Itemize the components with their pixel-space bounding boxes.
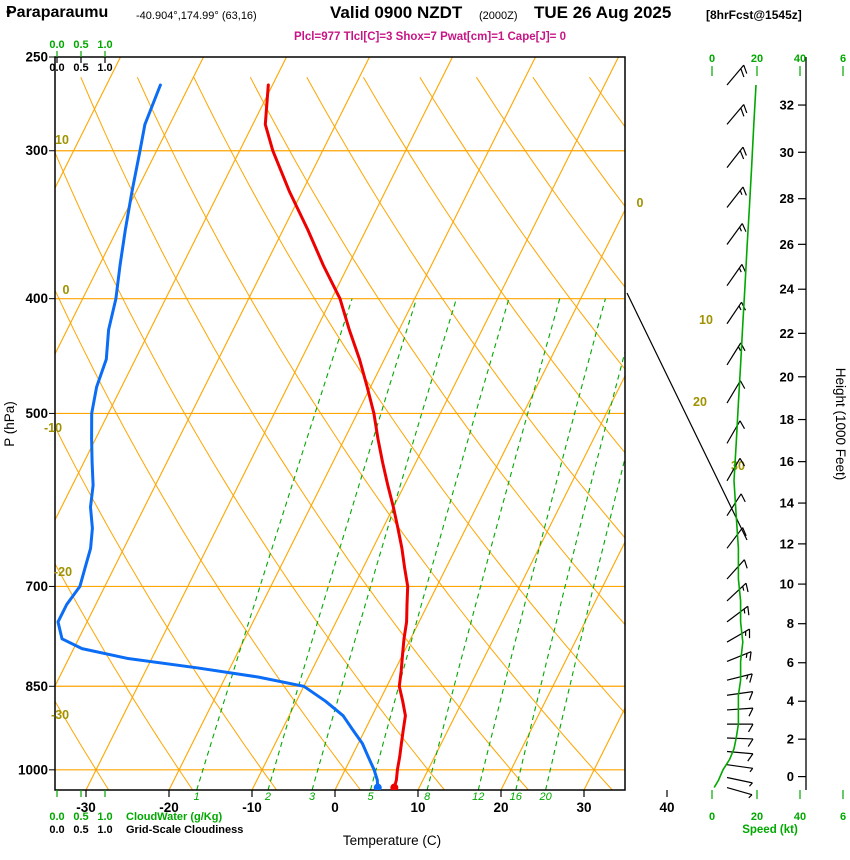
svg-text:0: 0 [637,196,644,210]
svg-text:Height (1000 Feet): Height (1000 Feet) [833,368,848,481]
svg-text:1: 1 [194,791,200,803]
svg-text:CloudWater (g/Kg): CloudWater (g/Kg) [126,811,222,823]
svg-text:8: 8 [424,791,431,803]
svg-text:500: 500 [25,406,48,421]
station-coordinates: -40.904°,174.99° (63,16) [136,10,257,22]
station-bullet: • [6,4,12,21]
svg-text:-20: -20 [54,565,72,579]
svg-text:0: 0 [709,811,715,823]
temperature-curve [263,83,410,790]
svg-text:0: 0 [63,283,70,297]
svg-text:400: 400 [25,291,48,306]
svg-text:0.5: 0.5 [73,39,88,51]
wind-speed-curve [713,84,757,788]
svg-text:1000: 1000 [18,762,48,777]
svg-text:40: 40 [794,53,806,65]
svg-text:22: 22 [780,326,794,341]
svg-text:20: 20 [539,791,553,803]
svg-text:2: 2 [787,732,794,747]
svg-text:10: 10 [780,577,794,592]
svg-text:30: 30 [576,800,591,815]
svg-text:40: 40 [659,800,674,815]
valid-time: Valid 0900 NZDT [330,3,463,22]
svg-text:4: 4 [787,694,795,709]
svg-text:6: 6 [840,811,846,823]
svg-text:0.0: 0.0 [49,811,64,823]
forecast-tag: [8hrFcst@1545z] [706,8,802,22]
svg-text:6: 6 [787,655,794,670]
valid-date: TUE 26 Aug 2025 [534,3,672,22]
svg-text:-10: -10 [44,421,62,435]
svg-text:0.5: 0.5 [73,811,88,823]
svg-text:16: 16 [510,791,523,803]
wind-barbs [726,64,754,799]
svg-text:20: 20 [780,369,794,384]
svg-text:18: 18 [780,412,794,427]
svg-text:-30: -30 [76,800,96,815]
svg-text:16: 16 [780,454,794,469]
svg-text:28: 28 [780,191,794,206]
svg-text:1.0: 1.0 [97,39,112,51]
valid-time-utc: (2000Z) [479,10,518,22]
svg-text:0.0: 0.0 [49,62,64,74]
svg-text:0: 0 [709,53,715,65]
svg-text:10: 10 [699,313,713,327]
svg-text:8: 8 [787,616,794,631]
svg-text:Grid-Scale Cloudiness: Grid-Scale Cloudiness [126,824,243,836]
svg-text:20: 20 [751,53,763,65]
temperature-axis: -30 -20 -10 0 10 20 30 40 Temperature (C) [76,790,675,848]
svg-text:0.0: 0.0 [49,824,64,836]
svg-text:250: 250 [25,50,48,65]
cloud-scales: 0.00.00.00.00.50.50.50.51.01.01.01.0Clou… [49,39,243,836]
svg-text:0: 0 [331,800,339,815]
plot-border [54,56,626,791]
svg-text:20: 20 [751,811,763,823]
svg-text:-10: -10 [242,800,262,815]
svg-text:30: 30 [780,145,794,160]
svg-text:12: 12 [472,791,484,803]
svg-text:3: 3 [309,791,316,803]
svg-text:-30: -30 [51,708,69,722]
svg-text:0.5: 0.5 [73,62,88,74]
svg-text:40: 40 [794,811,806,823]
svg-text:32: 32 [780,98,794,113]
svg-text:5: 5 [367,791,374,803]
svg-text:20: 20 [693,395,707,409]
svg-text:10: 10 [410,800,425,815]
svg-text:24: 24 [780,282,795,297]
mixing-ratio-lines [196,298,625,790]
svg-text:2: 2 [264,791,271,803]
svg-text:700: 700 [25,579,48,594]
svg-text:20: 20 [493,800,508,815]
svg-text:1.0: 1.0 [97,62,112,74]
svg-text:26: 26 [780,237,794,252]
pressure-axis: 250 300 400 500 700 850 1000 P (hPa) [2,50,55,777]
svg-text:1.0: 1.0 [97,811,112,823]
svg-text:Speed (kt): Speed (kt) [742,824,798,836]
svg-text:6: 6 [840,53,846,65]
dewpoint-curve [56,83,382,790]
svg-text:10: 10 [55,133,69,147]
mixing-ratio-labels: 1 2 3 5 8 12 16 20 [194,791,553,803]
svg-text:850: 850 [25,679,48,694]
svg-text:Temperature (C): Temperature (C) [343,833,441,848]
svg-text:P (hPa): P (hPa) [2,401,17,447]
svg-text:14: 14 [780,496,795,511]
svg-text:0.5: 0.5 [73,824,88,836]
sounding-parameters: Plcl=977 Tlcl[C]=3 Shox=7 Pwat[cm]=1 Cap… [294,31,566,43]
svg-text:0: 0 [787,769,794,784]
svg-text:300: 300 [25,143,48,158]
svg-text:0.0: 0.0 [49,39,64,51]
skewt-grid [55,57,625,790]
svg-text:12: 12 [780,536,794,551]
svg-text:1.0: 1.0 [97,824,112,836]
svg-text:-20: -20 [159,800,179,815]
